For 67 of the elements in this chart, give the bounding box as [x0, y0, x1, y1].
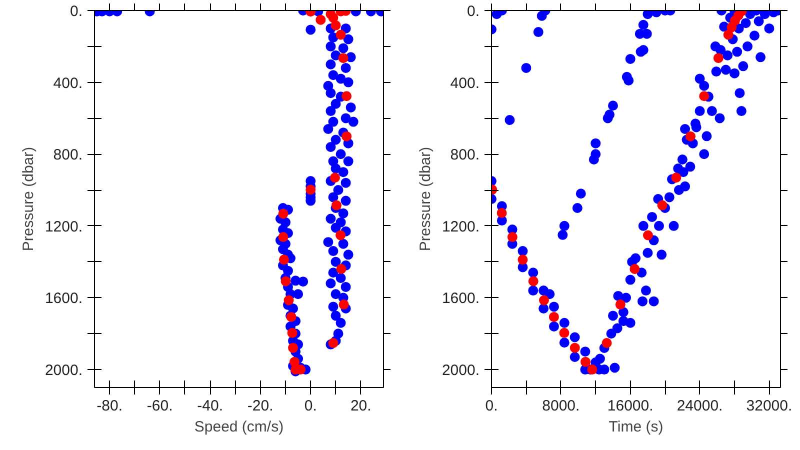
point: [642, 230, 653, 240]
point: [496, 208, 507, 218]
y-tick-label: 0.: [466, 3, 480, 20]
y-tick-label: 400.: [53, 74, 83, 92]
point: [287, 328, 298, 338]
point: [615, 300, 626, 310]
point: [528, 276, 538, 286]
point: [338, 53, 348, 64]
point: [336, 264, 346, 274]
point: [342, 131, 352, 142]
y-tick-label: 0.: [70, 3, 83, 20]
point: [518, 254, 528, 265]
point: [278, 208, 288, 219]
point: [336, 230, 346, 240]
x-tick-label: 16000.: [607, 398, 654, 414]
y-tick-label: 1600.: [44, 290, 83, 308]
x-tick-label: -60.: [146, 398, 173, 414]
point: [686, 131, 696, 142]
point: [671, 172, 682, 183]
y-tick-label: 800.: [53, 146, 83, 164]
point: [723, 30, 734, 40]
y-tick-label: 800.: [450, 146, 480, 164]
x-axis-title: Time (s): [608, 418, 664, 436]
x-tick-label: 8000.: [542, 398, 580, 414]
y-tick-label: 1600.: [442, 290, 480, 308]
point: [278, 232, 288, 242]
point: [699, 91, 710, 102]
x-tick-label: -20.: [247, 398, 274, 414]
point: [284, 295, 294, 306]
x-axis-title: Speed (cm/s): [194, 418, 284, 436]
y-tick-label: 2000.: [44, 362, 83, 380]
y-axis-title: Pressure (dbar): [416, 146, 434, 252]
point: [280, 276, 291, 286]
point: [278, 254, 289, 265]
point: [338, 300, 349, 310]
y-tick-label: 1200.: [44, 218, 83, 236]
point: [538, 295, 549, 306]
point: [548, 312, 559, 322]
y-tick-label: 2000.: [442, 362, 480, 380]
point: [332, 200, 342, 210]
point: [630, 264, 640, 274]
point: [580, 356, 591, 367]
x-tick-label: 32000.: [746, 398, 792, 414]
point: [342, 91, 352, 102]
point: [507, 232, 518, 242]
point: [328, 12, 338, 23]
point: [316, 14, 326, 25]
x-tick-label: 0.: [485, 398, 498, 414]
point: [328, 338, 338, 348]
point: [336, 30, 346, 40]
point: [602, 338, 612, 348]
x-tick-label: 0.: [304, 398, 317, 414]
x-tick-label: -40.: [197, 398, 224, 414]
x-tick-label: -80.: [96, 398, 123, 414]
point: [330, 172, 340, 183]
point: [559, 328, 570, 338]
point: [306, 184, 316, 195]
x-tick-label: 20.: [350, 398, 372, 414]
point: [330, 20, 341, 30]
x-tick-label: 24000.: [676, 398, 723, 414]
y-tick-label: 1200.: [442, 218, 480, 236]
point: [657, 200, 668, 210]
point: [288, 342, 298, 353]
y-axis-title: Pressure (dbar): [20, 146, 37, 252]
point: [570, 342, 580, 353]
point: [713, 53, 724, 64]
y-tick-label: 400.: [450, 74, 480, 92]
